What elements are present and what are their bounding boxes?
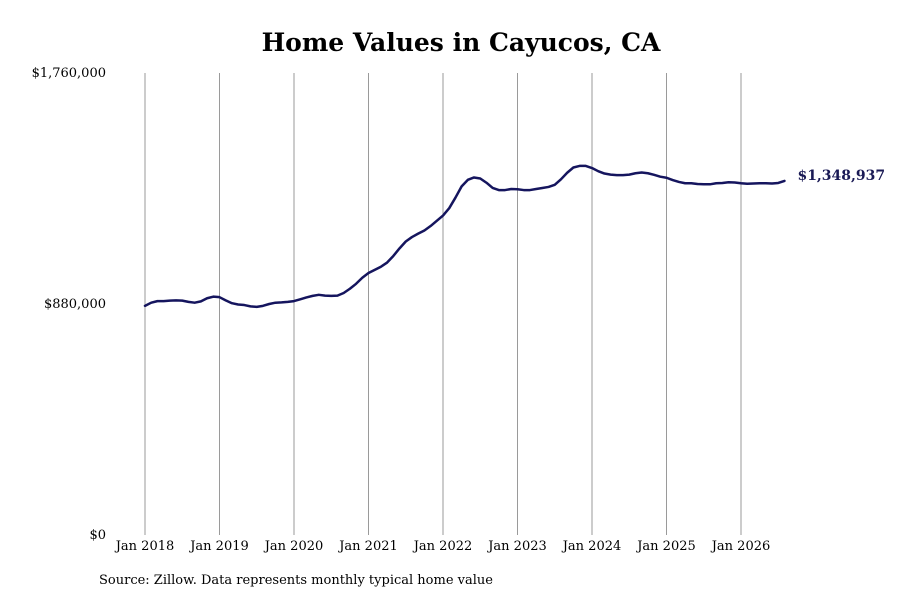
x-tick-label: Jan 2018 bbox=[114, 539, 175, 554]
x-tick-label: Jan 2025 bbox=[635, 539, 696, 554]
x-tick-label: Jan 2020 bbox=[263, 539, 324, 554]
x-tick-label: Jan 2023 bbox=[486, 539, 547, 554]
x-tick-label: Jan 2021 bbox=[337, 539, 398, 554]
x-tick-label: Jan 2019 bbox=[188, 539, 249, 554]
x-tick-label: Jan 2022 bbox=[412, 539, 473, 554]
y-tick-label: $1,760,000 bbox=[32, 66, 106, 81]
vertical-grid bbox=[144, 73, 742, 535]
y-tick-label: $880,000 bbox=[44, 297, 106, 312]
end-value-label: $1,348,937 bbox=[797, 168, 885, 184]
series-line bbox=[143, 164, 786, 309]
x-tick-label: Jan 2026 bbox=[710, 539, 771, 554]
x-tick-label: Jan 2024 bbox=[561, 539, 622, 554]
chart-title: Home Values in Cayucos, CA bbox=[262, 28, 661, 57]
source-note: Source: Zillow. Data represents monthly … bbox=[99, 573, 493, 588]
y-tick-label: $0 bbox=[89, 528, 106, 543]
x-axis: Jan 2018 Jan 2019 Jan 2020 Jan 2021 Jan 2022… bbox=[114, 539, 771, 554]
y-axis: $0 $880,000 $1,760,000 bbox=[32, 66, 106, 543]
